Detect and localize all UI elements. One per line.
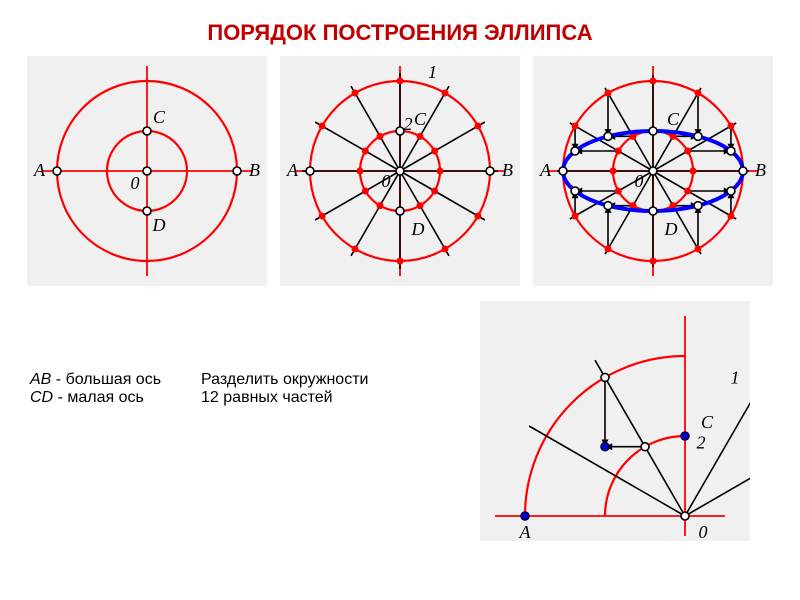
svg-text:2: 2: [697, 433, 706, 453]
panel-detail: A 0 C 1 2: [480, 301, 750, 541]
caption-col-2: Разделить окружности 12 равных частей: [201, 371, 368, 407]
panel-1-svg: A B C D 0: [27, 56, 267, 286]
caption-1a: AB - большая ось: [30, 371, 161, 389]
svg-text:A: A: [33, 160, 46, 180]
caption-2b: 12 равных частей: [201, 389, 368, 407]
svg-text:A: A: [519, 522, 532, 541]
svg-text:B: B: [502, 160, 513, 180]
svg-text:C: C: [701, 412, 714, 432]
page-title: ПОРЯДОК ПОСТРОЕНИЯ ЭЛЛИПСА: [0, 0, 800, 56]
panel-2-svg: A B C D 0 1 2: [280, 56, 520, 286]
svg-text:0: 0: [699, 522, 708, 541]
caption-col-1: AB - большая ось CD - малая ось: [30, 371, 161, 407]
panel-row: A B C D 0 A B C D 0 1 2 A B C D 0: [0, 56, 800, 286]
svg-text:1: 1: [731, 367, 740, 387]
caption-2a: Разделить окружности: [201, 371, 368, 389]
svg-text:0: 0: [130, 173, 139, 193]
svg-text:2: 2: [403, 114, 412, 134]
caption-1b: CD - малая ось: [30, 389, 161, 407]
svg-text:B: B: [249, 160, 260, 180]
svg-text:C: C: [153, 107, 166, 127]
svg-text:D: D: [151, 215, 165, 235]
detail-svg: A 0 C 1 2: [480, 301, 750, 541]
svg-text:A: A: [539, 160, 552, 180]
svg-text:D: D: [664, 219, 678, 239]
svg-text:D: D: [410, 219, 424, 239]
svg-text:C: C: [414, 109, 427, 129]
svg-text:B: B: [755, 160, 766, 180]
bottom-row: AB - большая ось CD - малая ось Разделит…: [0, 286, 800, 556]
svg-text:0: 0: [635, 171, 644, 191]
panel-3-svg: A B C D 0: [533, 56, 773, 286]
svg-text:C: C: [667, 109, 680, 129]
svg-text:0: 0: [381, 171, 390, 191]
panel-2: A B C D 0 1 2: [280, 56, 520, 286]
panel-3: A B C D 0: [533, 56, 773, 286]
panel-1: A B C D 0: [27, 56, 267, 286]
svg-text:1: 1: [428, 62, 437, 82]
svg-text:A: A: [286, 160, 299, 180]
captions: AB - большая ось CD - малая ось Разделит…: [30, 301, 368, 407]
